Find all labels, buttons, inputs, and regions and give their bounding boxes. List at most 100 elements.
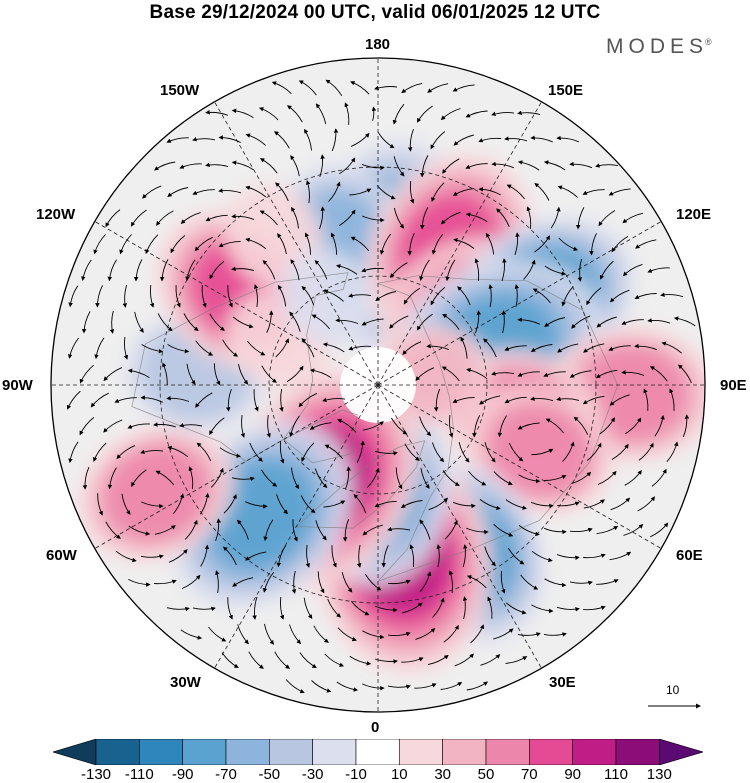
lon-label-0: 0	[371, 719, 380, 736]
wind-vector-arrow-icon	[336, 264, 358, 275]
wind-vector-arrow-icon	[192, 137, 216, 142]
wind-vector-arrow-icon	[395, 467, 403, 490]
wind-vector-arrow-icon	[419, 155, 429, 178]
wind-vector-arrow-icon	[119, 234, 132, 255]
wind-vector-arrow-icon	[166, 137, 189, 143]
wind-vector-arrow-icon	[167, 344, 190, 354]
wind-vector-arrow-icon	[345, 466, 352, 490]
wind-vector-arrow-icon	[127, 423, 150, 429]
wind-vector-arrow-icon	[634, 343, 658, 351]
wind-vector-arrow-icon	[261, 365, 277, 383]
wind-vector-arrow-icon	[377, 132, 395, 149]
wind-vector-arrow-icon	[218, 188, 242, 194]
colorbar-segment	[312, 739, 357, 765]
wind-vector-arrow-icon	[209, 313, 225, 331]
wind-vector-arrow-icon	[400, 500, 423, 508]
wind-vector-arrow-icon	[166, 606, 190, 612]
wind-vector-arrow-icon	[232, 577, 254, 587]
wind-vector-arrow-icon	[94, 337, 105, 360]
wind-vector-arrow-icon	[514, 284, 520, 308]
meridian-line	[377, 221, 662, 386]
wind-vector-arrow-icon	[491, 111, 515, 116]
wind-vector-arrow-icon	[440, 211, 461, 225]
wind-vector-arrow-icon	[530, 501, 554, 509]
wind-vector-arrow-icon	[500, 571, 506, 594]
wind-vector-arrow-icon	[362, 215, 385, 223]
wind-vector-arrow-icon	[205, 162, 229, 168]
wind-vector-arrow-icon	[122, 284, 128, 308]
wind-vector-arrow-icon	[544, 578, 567, 588]
positive-anomaly-contour	[488, 404, 591, 497]
wind-vector-arrow-icon	[277, 284, 287, 307]
wind-vector-arrow-icon	[452, 188, 475, 196]
wind-vector-arrow-icon	[245, 501, 268, 509]
wind-vector-arrow-icon	[337, 418, 357, 433]
wind-vector-arrow-icon	[237, 363, 249, 385]
wind-vector-arrow-icon	[356, 440, 366, 463]
wind-vector-arrow-icon	[577, 258, 583, 282]
wind-vector-arrow-icon	[289, 311, 301, 332]
wind-vector-arrow-icon	[208, 626, 227, 642]
wind-vector-arrow-icon	[635, 239, 657, 249]
wind-vector-arrow-icon	[465, 163, 488, 169]
meridian-line	[94, 221, 379, 386]
wind-vector-arrow-icon	[517, 317, 540, 325]
positive-anomaly-contour	[576, 345, 689, 442]
wind-vector-arrow-icon	[651, 468, 667, 487]
wind-vector-arrow-icon	[222, 339, 239, 357]
wind-vector-arrow-icon	[393, 156, 405, 177]
wind-vector-arrow-icon	[199, 492, 210, 515]
wind-vector-arrow-icon	[389, 315, 409, 329]
wind-vector-arrow-icon	[583, 343, 605, 353]
wind-vector-arrow-icon	[462, 596, 468, 620]
wind-vector-arrow-icon	[448, 570, 454, 593]
wind-vector-arrow-icon	[505, 499, 527, 510]
colorbar-segment	[355, 739, 400, 765]
wind-vector-arrow-icon	[430, 131, 446, 150]
wind-vector-arrow-icon	[460, 336, 468, 359]
wind-vector-arrow-icon	[543, 632, 567, 637]
graticule	[51, 58, 705, 712]
wind-vector-arrow-icon	[245, 237, 267, 250]
map-title: Base 29/12/2024 00 UTC, valid 06/01/2025…	[149, 2, 601, 23]
wind-vector-arrow-icon	[154, 525, 176, 535]
wind-vector-arrow-icon	[362, 683, 385, 691]
colorbar-tick-label: 50	[477, 766, 495, 783]
wind-vector-arrow-icon	[153, 422, 177, 428]
wind-vector-arrow-icon	[544, 265, 567, 276]
wind-vector-arrow-icon	[609, 551, 632, 561]
wind-vector-arrow-icon	[374, 450, 398, 456]
wind-vector-arrow-icon	[649, 366, 668, 382]
wind-vector-arrow-icon	[121, 493, 131, 515]
wind-vector-arrow-icon	[544, 317, 566, 328]
wind-vector-arrow-icon	[314, 260, 328, 280]
wind-vector-arrow-icon	[543, 160, 566, 171]
wind-vector-arrow-icon	[465, 212, 488, 223]
wind-vector-arrow-icon	[323, 289, 344, 302]
brand-logo: MODES®	[606, 35, 712, 58]
wind-vector-arrow-icon	[677, 364, 692, 384]
wind-vector-arrow-icon	[426, 343, 450, 351]
wind-vector-arrow-icon	[275, 338, 290, 358]
wind-vector-arrow-icon	[682, 414, 690, 438]
wind-vector-arrow-icon	[534, 235, 550, 253]
wind-vector-arrow-icon	[531, 604, 554, 614]
wind-vector-arrow-icon	[231, 213, 255, 220]
wind-vector-arrow-icon	[327, 598, 341, 618]
wind-vector-arrow-icon	[322, 397, 346, 402]
wind-vector-arrow-icon	[571, 315, 591, 329]
wind-vector-arrow-icon	[290, 467, 300, 490]
wind-vector-arrow-icon	[401, 657, 424, 663]
wind-vector-arrow-icon	[452, 501, 476, 509]
wind-vector-arrow-icon	[427, 654, 449, 666]
wind-vector-arrow-icon	[506, 184, 525, 200]
wind-vector-arrow-icon	[292, 519, 298, 542]
wind-vector-arrow-icon	[479, 499, 501, 511]
wind-vector-arrow-icon	[403, 287, 420, 305]
wind-vector-arrow-icon	[309, 422, 332, 430]
wind-vector-arrow-icon	[506, 602, 527, 615]
wind-vector-arrow-icon	[609, 394, 630, 406]
wind-vector-arrow-icon	[427, 83, 449, 93]
wind-vector-arrow-icon	[67, 337, 79, 359]
